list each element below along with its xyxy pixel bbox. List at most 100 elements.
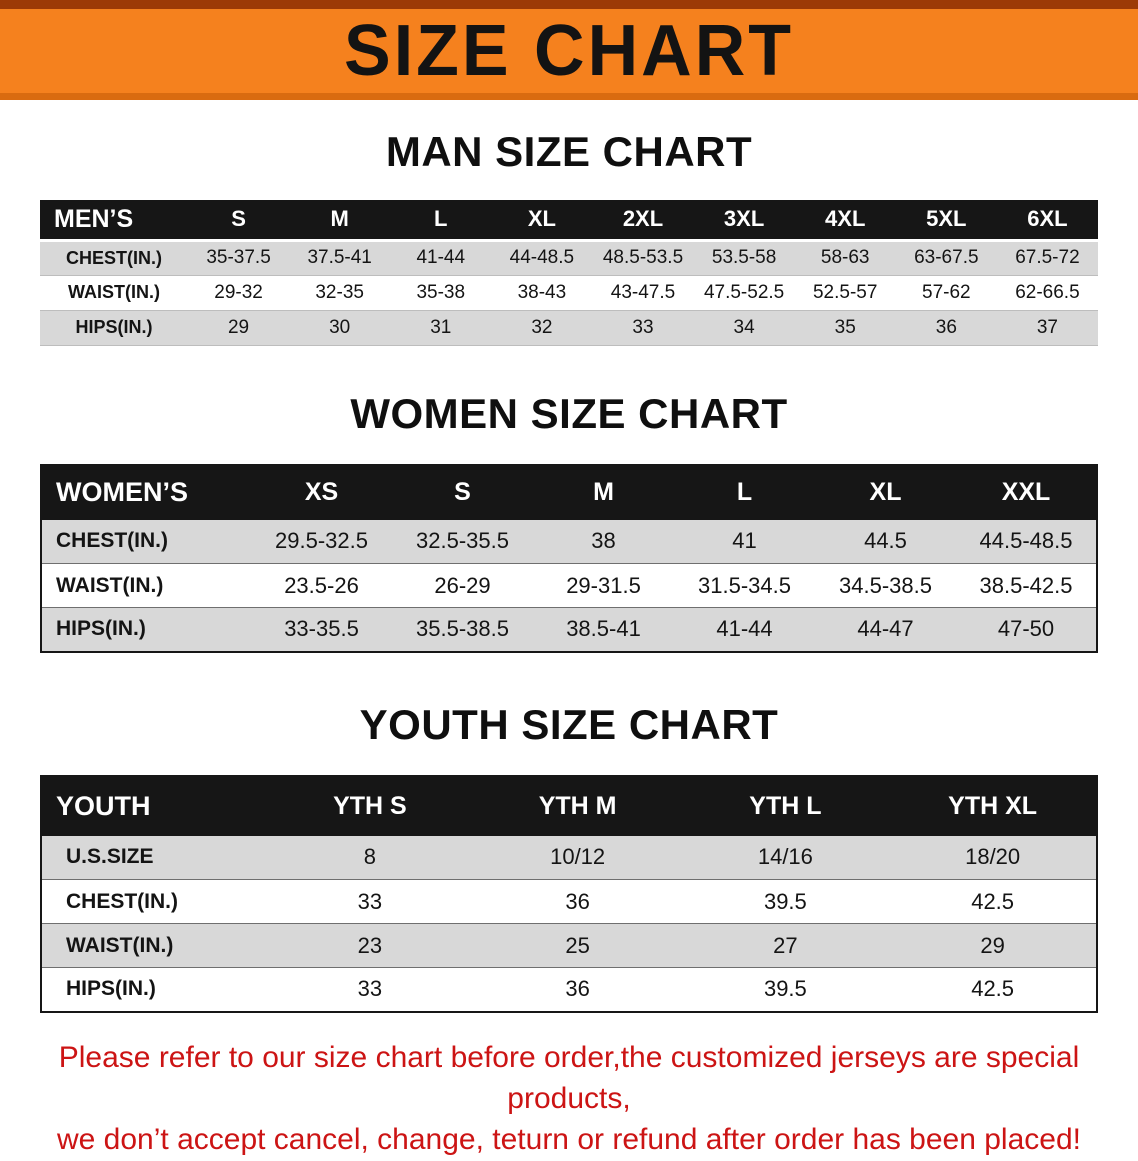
size-column-header: 5XL (895, 200, 997, 240)
row-label: WAIST(IN.) (66, 933, 174, 957)
size-value-cell: 44-48.5 (509, 247, 575, 268)
row-label: HIPS(IN.) (66, 977, 156, 1001)
size-value-cell: 34.5-38.5 (839, 572, 932, 598)
size-value-cell: 36 (565, 976, 590, 1002)
size-value-cell: 41 (732, 528, 757, 554)
size-value-cell: 14/16 (757, 844, 813, 870)
size-value-cell: 41-44 (716, 616, 773, 642)
row-label: HIPS(IN.) (75, 317, 153, 337)
size-value-cell: 34 (733, 316, 755, 338)
size-value-cell: 30 (329, 316, 351, 338)
size-value-cell: 53.5-58 (711, 247, 777, 268)
size-value-cell: 44-47 (857, 616, 914, 642)
table-row: CHEST(IN.) 35-37.5 37.5-41 41-44 44-48.5 48.5… (40, 240, 1098, 275)
size-column-header: 2XL (592, 200, 694, 240)
men-size-table: MEN’S S M L XL 2XL 3XL 4XL 5XL 6XL CHEST(IN.) 35-37… (40, 200, 1098, 346)
size-value-cell: 8 (363, 844, 376, 870)
size-value-cell: 23.5-26 (284, 572, 359, 598)
size-value-cell: 23 (357, 932, 383, 958)
size-value-cell: 31 (430, 316, 452, 338)
size-value-cell: 52.5-57 (812, 281, 878, 303)
row-label: CHEST(IN.) (66, 889, 178, 913)
size-value-cell: 10/12 (550, 844, 606, 870)
size-value-cell: 29.5-32.5 (275, 528, 368, 554)
disclaimer-note: Please refer to our size chart before or… (0, 1037, 1138, 1161)
row-label: WAIST(IN.) (68, 282, 160, 302)
table-row: HIPS(IN.) 33 36 39.5 42.5 (41, 968, 1097, 1012)
size-value-cell: 32.5-35.5 (416, 528, 509, 554)
table-header-row: YOUTH YTH S YTH M YTH L YTH XL (41, 775, 1097, 836)
size-value-cell: 42.5 (971, 888, 1015, 914)
size-value-cell: 38.5-42.5 (979, 572, 1073, 598)
youth-section-heading: YOUTH SIZE CHART (359, 700, 779, 748)
size-value-cell: 26-29 (434, 572, 491, 598)
row-label: CHEST(IN.) (66, 247, 162, 268)
table-corner-label: MEN’S (40, 200, 188, 240)
row-label: CHEST(IN.) (56, 529, 168, 553)
size-value-cell: 32 (531, 316, 553, 338)
size-column-header: 6XL (996, 200, 1098, 240)
size-value-cell: 35 (834, 316, 856, 338)
size-column-header: L (674, 464, 815, 520)
size-value-cell: 35.5-38.5 (416, 616, 509, 642)
size-value-cell: 27 (773, 932, 798, 958)
size-value-cell: 47-50 (997, 616, 1055, 642)
table-row: WAIST(IN.) 23.5-26 26-29 29-31.5 31.5-34.5 34… (41, 564, 1097, 608)
size-value-cell: 35-37.5 (206, 247, 271, 268)
row-label: HIPS(IN.) (56, 617, 146, 641)
row-label: U.S.SIZE (66, 845, 154, 869)
size-value-cell: 47.5-52.5 (703, 281, 785, 303)
size-value-cell: 29 (227, 316, 250, 338)
size-value-cell: 31.5-34.5 (698, 572, 791, 598)
size-column-header: S (188, 200, 290, 240)
size-value-cell: 38-43 (517, 281, 567, 303)
size-value-cell: 42.5 (971, 976, 1015, 1002)
size-value-cell: 29-31.5 (566, 572, 641, 598)
size-column-header: XS (251, 464, 392, 520)
table-corner-label: WOMEN’S (41, 464, 251, 520)
size-column-header: YTH S (266, 775, 474, 836)
row-label: WAIST(IN.) (56, 573, 164, 597)
size-value-cell: 37.5-41 (307, 247, 372, 268)
size-column-header: YTH M (473, 775, 682, 836)
size-value-cell: 43-47.5 (610, 281, 676, 303)
men-section-heading: MAN SIZE CHART (385, 128, 753, 175)
size-column-header: 3XL (693, 200, 795, 240)
size-column-header: 4XL (794, 200, 896, 240)
size-column-header: YTH L (681, 775, 890, 836)
size-value-cell: 29 (980, 932, 1005, 958)
table-header-row: MEN’S S M L XL 2XL 3XL 4XL 5XL 6XL (40, 200, 1098, 240)
size-value-cell: 62-66.5 (1015, 281, 1080, 303)
size-value-cell: 36 (565, 888, 590, 914)
size-value-cell: 33 (632, 316, 654, 338)
size-value-cell: 57-62 (922, 281, 971, 303)
size-column-header: YTH XL (889, 775, 1097, 836)
size-value-cell: 39.5 (763, 976, 807, 1002)
size-column-header: M (533, 464, 674, 520)
size-value-cell: 29-32 (214, 281, 263, 303)
women-size-table: WOMEN’S XS S M L XL XXL CHEST(IN.) 29.5-32.5 32.5… (40, 463, 1098, 653)
table-row: HIPS(IN.) 29 30 31 32 33 34 35 36 37 (40, 310, 1098, 345)
size-column-header: XXL (956, 464, 1097, 520)
women-section: WOMEN SIZE CHART WOMEN’S XS S M L XL XXL CHEST(… (0, 346, 1138, 653)
size-value-cell: 44.5 (864, 528, 907, 554)
size-column-header: XL (815, 464, 956, 520)
size-value-cell: 38.5-41 (566, 616, 641, 642)
table-row: CHEST(IN.) 33 36 39.5 42.5 (41, 880, 1097, 924)
youth-section: YOUTH SIZE CHART YOUTH YTH S YTH M YTH L YTH… (0, 653, 1138, 1013)
table-row: U.S.SIZE 8 10/12 14/16 18/20 (41, 835, 1097, 880)
table-row: CHEST(IN.) 29.5-32.5 32.5-35.5 38 41 44.5 44.5… (41, 519, 1097, 564)
men-section: MAN SIZE CHART MEN’S S M L XL 2XL 3XL 4XL 5XL 6XL… (0, 100, 1138, 346)
size-value-cell: 37 (1036, 316, 1058, 338)
size-value-cell: 63-67.5 (914, 247, 979, 268)
size-value-cell: 48.5-53.5 (602, 247, 684, 268)
size-value-cell: 33-35.5 (284, 616, 359, 642)
disclaimer-line-1: Please refer to our size chart before or… (58, 1040, 1080, 1115)
size-value-cell: 39.5 (763, 888, 807, 914)
disclaimer-line-2: we don’t accept cancel, change, teturn o… (57, 1123, 1081, 1157)
table-corner-label: YOUTH (41, 775, 266, 836)
table-row: WAIST(IN.) 29-32 32-35 35-38 38-43 43-47.5 47.… (40, 275, 1098, 310)
banner: SIZE CHART (0, 0, 1138, 100)
table-row: HIPS(IN.) 33-35.5 35.5-38.5 38.5-41 41-44 44-… (41, 607, 1097, 652)
